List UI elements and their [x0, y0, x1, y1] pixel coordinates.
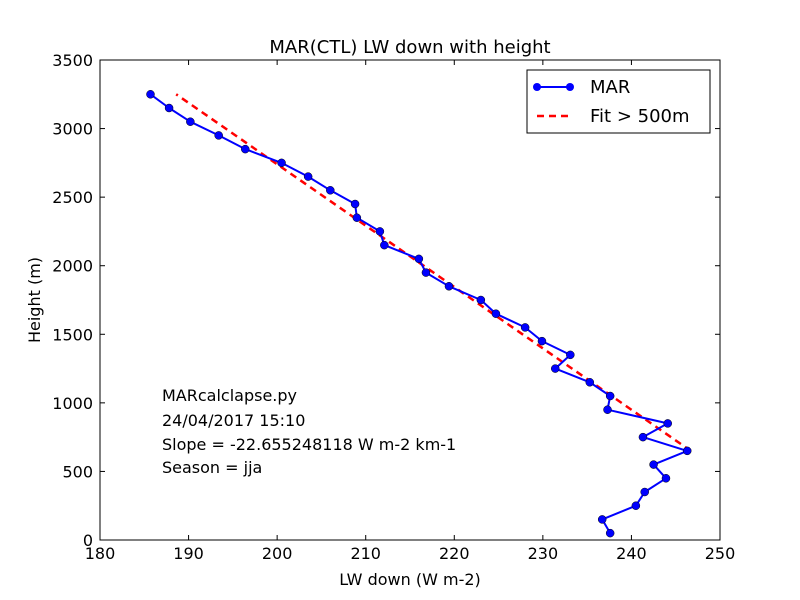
- mar-point: [326, 186, 335, 195]
- mar-point: [663, 419, 672, 428]
- mar-point: [380, 240, 389, 250]
- y-axis-label: Height (m): [25, 257, 44, 343]
- x-tick-label: 240: [616, 544, 647, 563]
- mar-point: [491, 309, 501, 318]
- mar-point: [640, 487, 649, 497]
- mar-point: [421, 268, 431, 277]
- mar-point: [241, 144, 250, 154]
- mar-point: [414, 254, 424, 264]
- x-tick-label: 190: [173, 544, 204, 563]
- annotation-slope: Slope = -22.655248118 W m-2 km-1: [162, 435, 456, 454]
- fit-line: [175, 93, 692, 452]
- mar-point: [520, 323, 530, 332]
- mar-point: [605, 391, 615, 401]
- x-tick-label: 180: [85, 544, 116, 563]
- mar-point: [605, 528, 615, 538]
- mar-point: [585, 378, 595, 387]
- x-axis-label: LW down (W m-2): [339, 570, 481, 589]
- mar-point: [631, 501, 641, 510]
- y-tick-label: 3000: [52, 120, 93, 139]
- mar-point: [661, 474, 671, 483]
- chart-title: MAR(CTL) LW down with height: [269, 37, 550, 58]
- y-tick-label: 2000: [52, 257, 93, 276]
- annotation-block: MARcalclapse.py 24/04/2017 15:10 Slope =…: [162, 386, 456, 477]
- y-tick-label: 1000: [52, 394, 93, 413]
- mar-point: [551, 364, 560, 373]
- legend-mar-label: MAR: [590, 77, 630, 98]
- legend-mar-marker-left: [533, 83, 541, 91]
- mar-point: [476, 295, 486, 305]
- mar-point: [186, 117, 195, 126]
- legend: MAR Fit > 500m: [526, 69, 711, 134]
- y-tick-label: 500: [62, 462, 93, 481]
- x-tick-label: 200: [262, 544, 293, 563]
- mar-point: [603, 405, 612, 414]
- x-tick-label: 210: [350, 544, 381, 563]
- mar-point: [303, 172, 313, 181]
- x-tick-label: 230: [528, 544, 559, 563]
- mar-point: [350, 199, 360, 209]
- y-tick-label: 2500: [52, 188, 93, 207]
- annotation-season: Season = jja: [162, 458, 262, 477]
- annotation-script: MARcalclapse.py: [162, 386, 297, 405]
- mar-point: [638, 432, 648, 442]
- mar-point: [597, 515, 607, 524]
- mar-point: [537, 336, 547, 346]
- legend-fit-label: Fit > 500m: [590, 106, 690, 127]
- mar-point: [352, 213, 362, 222]
- mar-point: [444, 282, 454, 291]
- y-tick-label: 0: [83, 531, 93, 550]
- y-tick-label: 3500: [52, 51, 93, 70]
- x-tick-label: 250: [705, 544, 736, 563]
- mar-point: [649, 460, 658, 469]
- axes-frame: [99, 59, 721, 541]
- x-tick-label: 220: [439, 544, 470, 563]
- mar-point: [566, 350, 575, 360]
- mar-point: [164, 103, 174, 113]
- mar-point: [277, 158, 286, 168]
- mar-point: [214, 131, 223, 140]
- legend-frame: [526, 69, 711, 134]
- mar-point: [146, 90, 155, 99]
- y-tick-label: 1500: [52, 325, 93, 344]
- plot-area: 180 190 200 210 220 230 240 2500500100015002000…: [52, 51, 735, 563]
- mar-point: [375, 227, 385, 236]
- annotation-timestamp: 24/04/2017 15:10: [162, 411, 305, 430]
- legend-mar-marker-right: [566, 83, 574, 91]
- mar-point: [682, 446, 692, 456]
